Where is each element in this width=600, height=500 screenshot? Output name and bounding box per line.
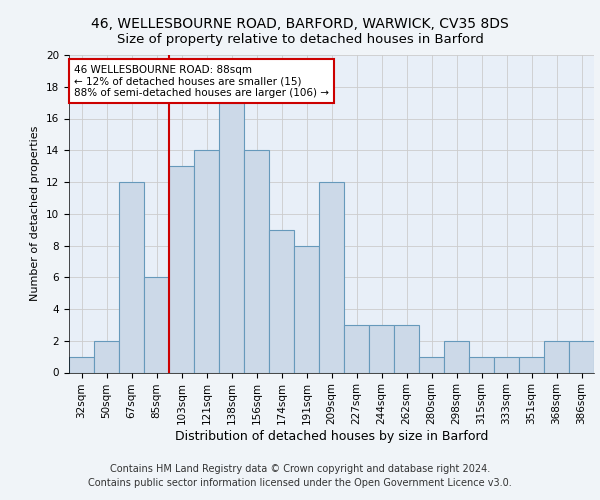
Bar [444,341,469,372]
Bar [469,356,494,372]
Bar [194,150,219,372]
Bar [169,166,194,372]
Bar [519,356,544,372]
Text: 46 WELLESBOURNE ROAD: 88sqm
← 12% of detached houses are smaller (15)
88% of sem: 46 WELLESBOURNE ROAD: 88sqm ← 12% of det… [74,64,329,98]
Bar [544,341,569,372]
Bar [119,182,144,372]
Bar [394,325,419,372]
Bar [494,356,519,372]
Bar [344,325,369,372]
Bar [219,102,244,372]
Text: Size of property relative to detached houses in Barford: Size of property relative to detached ho… [116,32,484,46]
Y-axis label: Number of detached properties: Number of detached properties [31,126,40,302]
Bar [269,230,294,372]
Text: 46, WELLESBOURNE ROAD, BARFORD, WARWICK, CV35 8DS: 46, WELLESBOURNE ROAD, BARFORD, WARWICK,… [91,18,509,32]
Bar [319,182,344,372]
Bar [144,277,169,372]
Bar [369,325,394,372]
Bar [569,341,594,372]
X-axis label: Distribution of detached houses by size in Barford: Distribution of detached houses by size … [175,430,488,443]
Bar [94,341,119,372]
Bar [244,150,269,372]
Text: Contains HM Land Registry data © Crown copyright and database right 2024.
Contai: Contains HM Land Registry data © Crown c… [88,464,512,487]
Bar [69,356,94,372]
Bar [294,246,319,372]
Bar [419,356,444,372]
